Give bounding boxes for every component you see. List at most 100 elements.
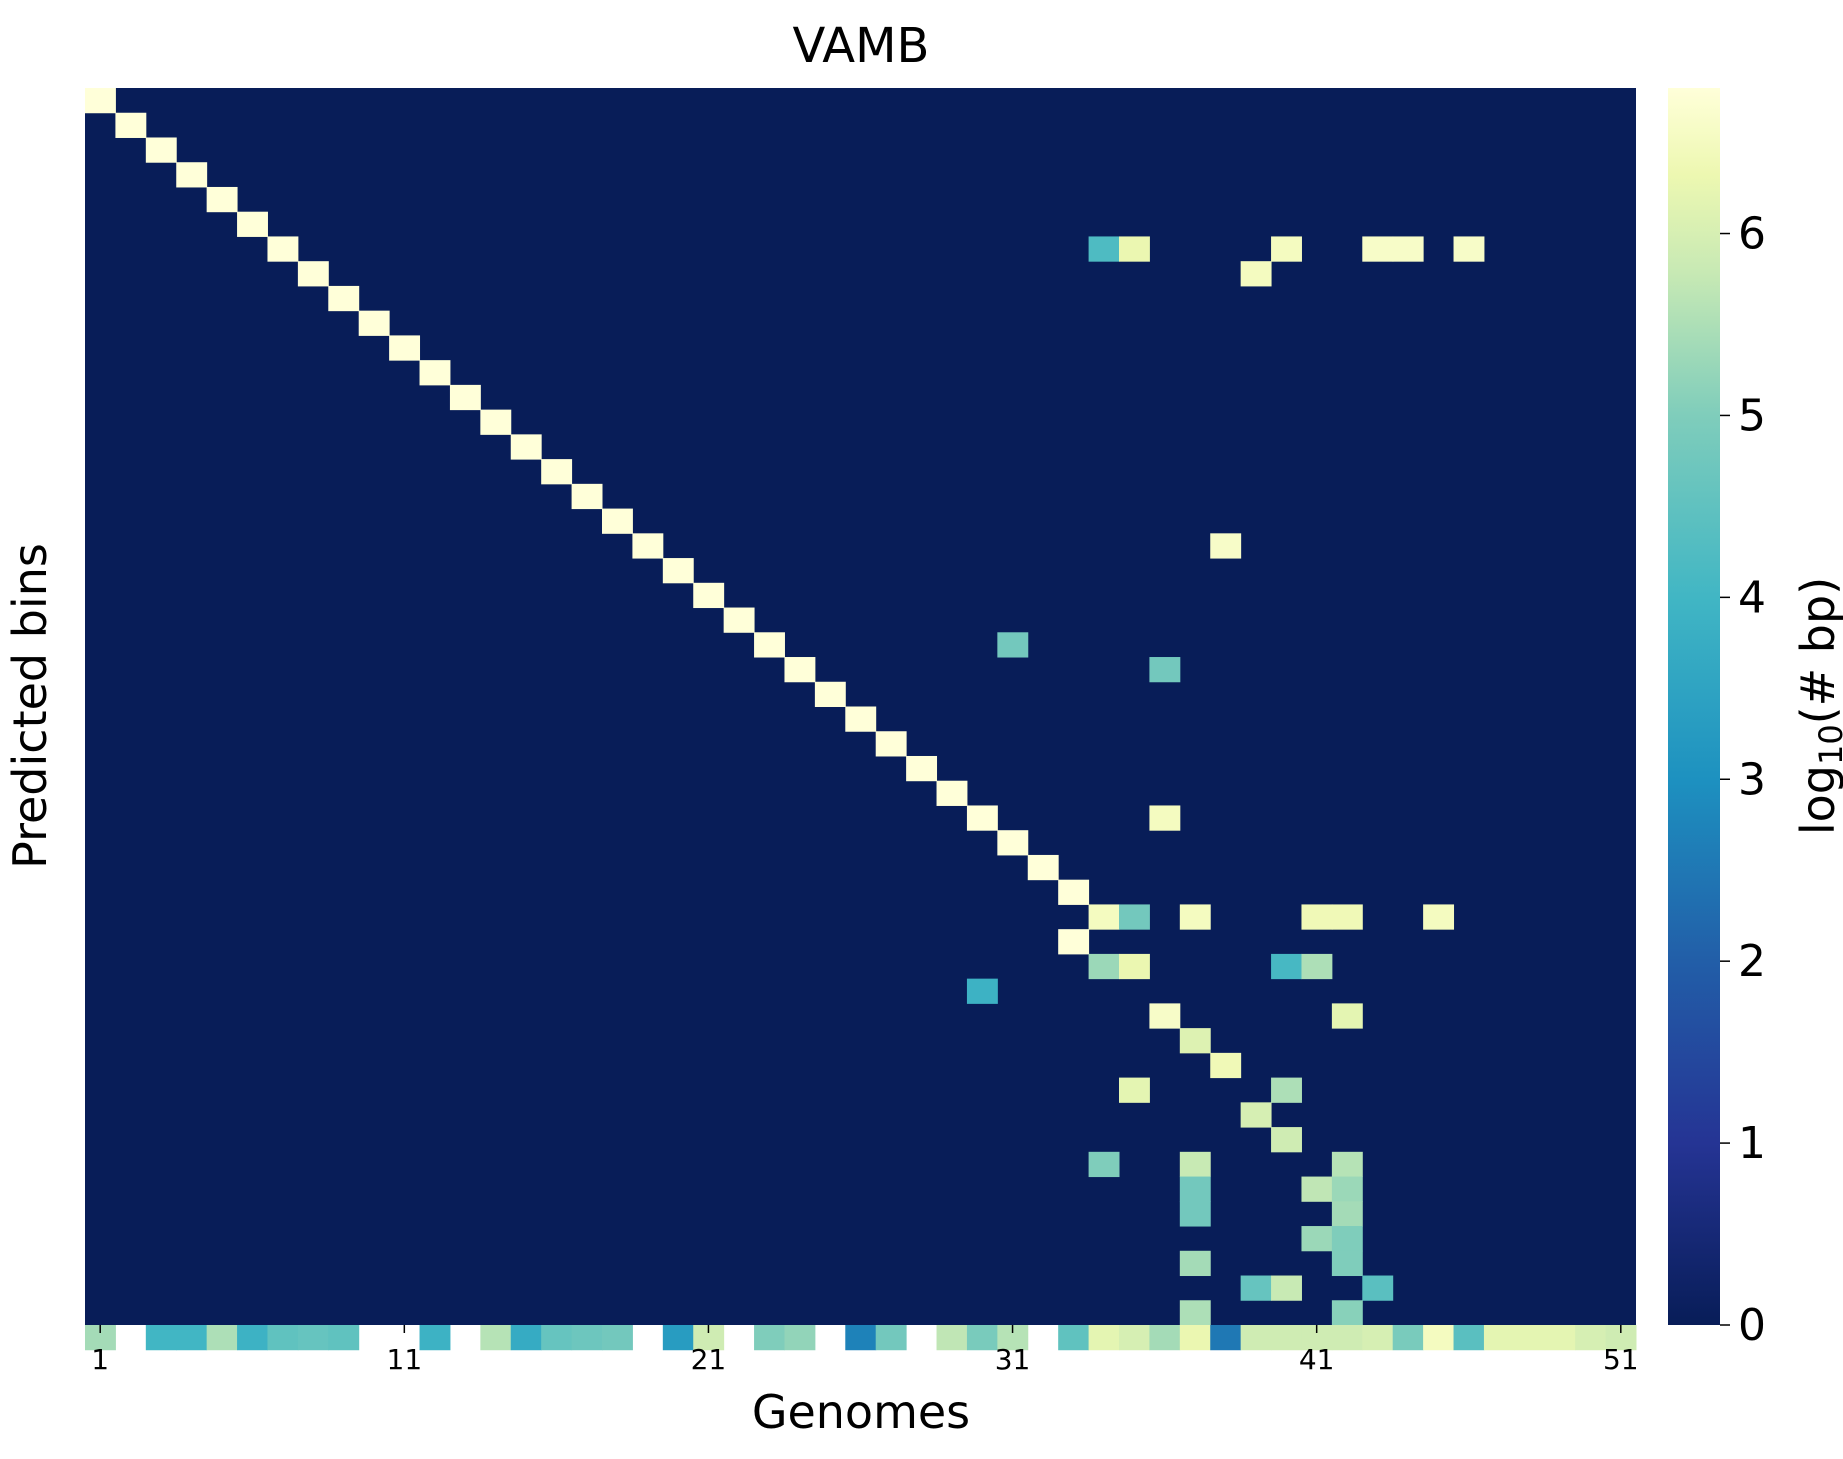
heatmap-cell <box>1149 1325 1181 1351</box>
heatmap-cell <box>1119 953 1150 980</box>
heatmap-cell <box>966 1325 998 1351</box>
heatmap-cell <box>85 88 116 114</box>
heatmap-cell <box>480 1325 512 1351</box>
heatmap-cell <box>966 978 998 1004</box>
heatmap-cell <box>480 409 512 435</box>
heatmap-cell <box>1271 953 1302 980</box>
colorbar-tick-label: 0 <box>1738 1300 1766 1351</box>
heatmap-cell <box>297 1325 329 1351</box>
heatmap-cell <box>1423 904 1455 930</box>
colorbar-tick-label: 2 <box>1738 936 1766 987</box>
x-axis-ticks: 1 11 21 31 41 51 <box>91 1325 1639 1376</box>
heatmap-cell <box>1392 236 1424 262</box>
heatmap-cell <box>1149 805 1181 831</box>
colorbar-gradient <box>1668 88 1720 1325</box>
colorbar-ticks: 0 1 2 3 4 5 6 <box>1720 209 1766 1351</box>
heatmap-cell <box>1179 1151 1211 1178</box>
colorbar-label-main: log <box>1791 765 1843 835</box>
x-tick-label: 51 <box>1603 1343 1639 1376</box>
heatmap-cell <box>632 533 664 559</box>
heatmap-cell <box>1392 1325 1424 1351</box>
heatmap-cell <box>936 780 968 806</box>
heatmap-cell <box>1179 1028 1211 1054</box>
heatmap-cell <box>662 558 694 584</box>
heatmap-cell <box>571 1325 603 1351</box>
heatmap-cell <box>1514 1325 1546 1351</box>
heatmap-cell <box>723 607 755 633</box>
heatmap-cell <box>997 830 1029 856</box>
colorbar-label-rest: (# bp) <box>1791 577 1843 724</box>
heatmap-cell <box>1119 236 1150 262</box>
heatmap-cell <box>419 1325 451 1351</box>
heatmap-cell <box>1423 1325 1455 1351</box>
x-tick-label: 1 <box>91 1343 109 1376</box>
heatmap-cell <box>1179 1250 1211 1277</box>
heatmap-cell <box>510 1325 542 1351</box>
heatmap-cell <box>541 459 573 485</box>
heatmap-cell <box>1453 1325 1485 1351</box>
heatmap-cell <box>1058 1325 1090 1351</box>
heatmap-cell <box>1240 1325 1272 1351</box>
heatmap-cell <box>693 582 725 609</box>
heatmap-cell <box>1179 1325 1211 1351</box>
heatmap-cell <box>1331 1325 1363 1351</box>
chart-title: VAMB <box>793 18 930 74</box>
heatmap-cell <box>1301 1226 1333 1252</box>
x-tick-label: 41 <box>1299 1343 1335 1376</box>
heatmap-cell <box>541 1325 573 1351</box>
heatmap-cell <box>1301 953 1333 980</box>
heatmap-cell <box>845 1325 877 1351</box>
heatmap-cell <box>1027 854 1059 881</box>
heatmap-cell <box>1271 1127 1302 1153</box>
heatmap-cell <box>1210 1052 1242 1079</box>
heatmap-cell <box>754 1325 785 1351</box>
heatmap-cell <box>1240 1102 1272 1128</box>
heatmap-cell <box>145 1325 177 1351</box>
heatmap-cell <box>1240 1275 1272 1301</box>
heatmap-cell <box>1271 1275 1302 1301</box>
heatmap-plot-area <box>85 88 1637 1351</box>
heatmap-cell <box>176 1325 208 1351</box>
heatmap-cell <box>1119 1077 1150 1103</box>
heatmap-cell <box>1575 1325 1607 1351</box>
heatmap-cell <box>1331 904 1363 930</box>
heatmap-cell <box>1362 1325 1394 1351</box>
heatmap-cell <box>1119 904 1150 930</box>
x-axis-label: Genomes <box>752 1385 970 1439</box>
colorbar-tick-label: 3 <box>1738 754 1766 805</box>
heatmap-cell <box>1179 904 1211 930</box>
heatmap-cell <box>1271 1325 1302 1351</box>
heatmap-cell <box>389 335 421 361</box>
heatmap-cell <box>328 285 360 312</box>
heatmap-cell <box>449 384 481 411</box>
heatmap-cell <box>906 755 938 782</box>
heatmap-cell <box>845 706 877 732</box>
heatmap-cell <box>936 1325 968 1351</box>
heatmap-cells <box>85 88 1637 1351</box>
heatmap-cell <box>1088 953 1120 980</box>
heatmap-cell <box>1058 929 1090 955</box>
heatmap-cell <box>662 1325 694 1351</box>
heatmap-cell <box>1331 1151 1363 1178</box>
heatmap-cell <box>145 137 177 163</box>
heatmap-cell <box>784 1325 816 1351</box>
heatmap-cell <box>1331 1176 1363 1202</box>
heatmap-cell <box>176 162 208 188</box>
heatmap-cell <box>1453 236 1485 262</box>
heatmap-cell <box>875 731 907 757</box>
heatmap-cell <box>571 483 603 510</box>
heatmap-cell <box>1119 1325 1150 1351</box>
heatmap-cell <box>602 1325 633 1351</box>
heatmap-cell <box>1301 904 1333 930</box>
heatmap-cell <box>1149 657 1181 683</box>
heatmap-cell <box>1362 236 1394 262</box>
heatmap-cell <box>1331 1300 1363 1326</box>
heatmap-cell <box>754 632 785 658</box>
x-tick-label: 11 <box>387 1343 423 1376</box>
heatmap-cell <box>328 1325 360 1351</box>
colorbar: 0 1 2 3 4 5 6 log10(# bp) <box>1668 88 1843 1351</box>
heatmap-cell <box>267 236 299 262</box>
heatmap-cell <box>1149 1003 1181 1029</box>
colorbar-tick-label: 6 <box>1738 209 1766 260</box>
